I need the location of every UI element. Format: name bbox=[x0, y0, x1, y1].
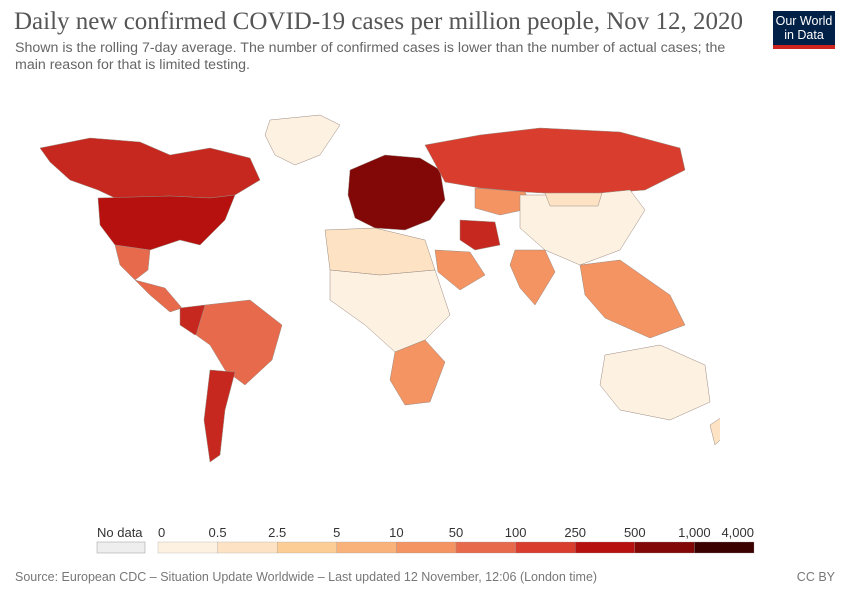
region-sub-saharan-africa[interactable] bbox=[329, 269, 451, 353]
region-kazakhstan[interactable] bbox=[474, 187, 533, 216]
region-australia[interactable] bbox=[599, 344, 711, 421]
legend-swatch-3 bbox=[336, 541, 397, 554]
region-russia[interactable] bbox=[424, 127, 686, 196]
region-india[interactable] bbox=[509, 249, 556, 306]
chart-title: Daily new confirmed COVID-19 cases per m… bbox=[14, 8, 744, 35]
legend-tick-label: 2.5 bbox=[268, 525, 286, 540]
legend-swatch-2 bbox=[277, 541, 337, 554]
legend-swatch-1 bbox=[217, 541, 278, 554]
legend-tick-label: 5 bbox=[333, 525, 340, 540]
source-note[interactable]: Source: European CDC – Situation Update … bbox=[15, 570, 598, 584]
region-iran[interactable] bbox=[459, 219, 501, 251]
region-europe[interactable] bbox=[347, 154, 446, 231]
legend-no-data-label: No data bbox=[97, 525, 143, 540]
region-saudi-arabia[interactable] bbox=[434, 249, 486, 291]
license-link[interactable]: CC BY bbox=[796, 570, 835, 584]
legend-tick-label: 4,000 bbox=[721, 525, 754, 540]
legend-swatch-7 bbox=[575, 541, 635, 554]
chart-subtitle: Shown is the rolling 7-day average. The … bbox=[15, 40, 726, 73]
legend-swatch-4 bbox=[396, 541, 457, 554]
region-southeast-asia[interactable] bbox=[579, 259, 686, 339]
region-greenland[interactable] bbox=[264, 114, 341, 166]
region-mongolia[interactable] bbox=[544, 192, 603, 207]
legend-tick-label: 50 bbox=[449, 525, 463, 540]
legend-swatch-8 bbox=[634, 541, 695, 554]
region-canada[interactable] bbox=[39, 137, 261, 199]
legend-tick-label: 250 bbox=[564, 525, 586, 540]
region-central-america[interactable] bbox=[134, 279, 183, 313]
logo-line-1: Our World bbox=[775, 14, 833, 28]
region-north-africa[interactable] bbox=[324, 227, 436, 276]
legend-tick-label: 10 bbox=[389, 525, 403, 540]
legend-tick-label: 0 bbox=[158, 525, 165, 540]
legend-tick-label: 0.5 bbox=[209, 525, 227, 540]
owid-logo[interactable]: Our World in Data bbox=[773, 11, 835, 49]
logo-line-2: in Data bbox=[784, 27, 824, 42]
region-united-states[interactable] bbox=[97, 194, 236, 251]
world-map[interactable] bbox=[20, 100, 720, 500]
region-southern-africa[interactable] bbox=[389, 339, 446, 406]
legend-swatch-6 bbox=[515, 541, 576, 554]
legend-swatch-9 bbox=[694, 541, 755, 554]
legend-tick-label: 500 bbox=[624, 525, 646, 540]
region-new-zealand[interactable] bbox=[709, 415, 720, 446]
region-mexico[interactable] bbox=[114, 244, 151, 281]
legend-swatch-0 bbox=[157, 541, 218, 554]
legend-tick-label: 100 bbox=[505, 525, 527, 540]
region-argentina[interactable] bbox=[203, 369, 236, 463]
legend-no-data-swatch bbox=[96, 541, 146, 554]
legend-tick-label: 1,000 bbox=[678, 525, 711, 540]
legend-swatch-5 bbox=[455, 541, 516, 554]
region-brazil[interactable] bbox=[195, 299, 283, 386]
